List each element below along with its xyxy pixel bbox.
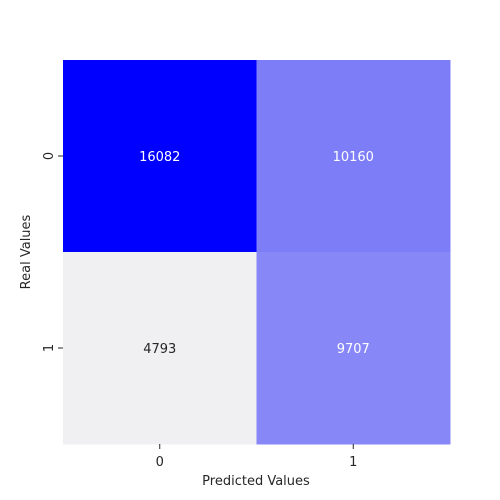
x-tick-label: 1 xyxy=(349,455,357,470)
cell-value-label: 9707 xyxy=(337,342,370,357)
cell-labels: 16082 10160 4793 9707 xyxy=(139,150,374,357)
x-tick-label: 0 xyxy=(156,455,164,470)
y-axis-label: Real Values xyxy=(19,214,34,289)
heatmap-cell-r0-c0 xyxy=(63,60,257,253)
heatmap-cell-r1-c0 xyxy=(63,252,257,445)
y-tick-label: 1 xyxy=(42,344,57,352)
cell-value-label: 4793 xyxy=(143,342,176,357)
cell-value-label: 10160 xyxy=(333,150,374,165)
heatmap-cell-r0-c1 xyxy=(256,60,451,253)
y-axis-ticks: 01 xyxy=(42,152,63,352)
x-axis-label: Predicted Values xyxy=(202,474,310,489)
heatmap-cells xyxy=(63,60,451,445)
y-tick-label: 0 xyxy=(42,152,57,160)
heatmap-cell-r1-c1 xyxy=(256,252,451,445)
cell-value-label: 16082 xyxy=(139,150,180,165)
